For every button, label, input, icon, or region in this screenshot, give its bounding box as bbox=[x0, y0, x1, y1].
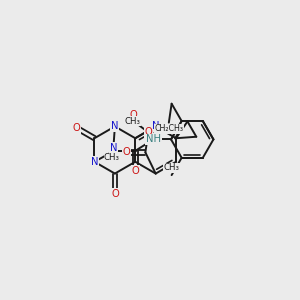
Text: O: O bbox=[130, 110, 137, 120]
Text: CH₃: CH₃ bbox=[104, 153, 120, 162]
Text: CH₂CH₃: CH₂CH₃ bbox=[154, 124, 183, 133]
Text: CH₃: CH₃ bbox=[124, 117, 140, 126]
Text: NH: NH bbox=[146, 134, 161, 144]
Text: N: N bbox=[152, 122, 159, 131]
Text: N: N bbox=[91, 157, 98, 167]
Text: O: O bbox=[73, 123, 80, 133]
Text: O: O bbox=[144, 127, 152, 137]
Text: O: O bbox=[111, 189, 119, 199]
Text: O: O bbox=[122, 147, 130, 158]
Text: O: O bbox=[132, 166, 140, 176]
Text: N: N bbox=[111, 122, 118, 131]
Text: N: N bbox=[110, 142, 117, 153]
Text: CH₃: CH₃ bbox=[164, 163, 180, 172]
